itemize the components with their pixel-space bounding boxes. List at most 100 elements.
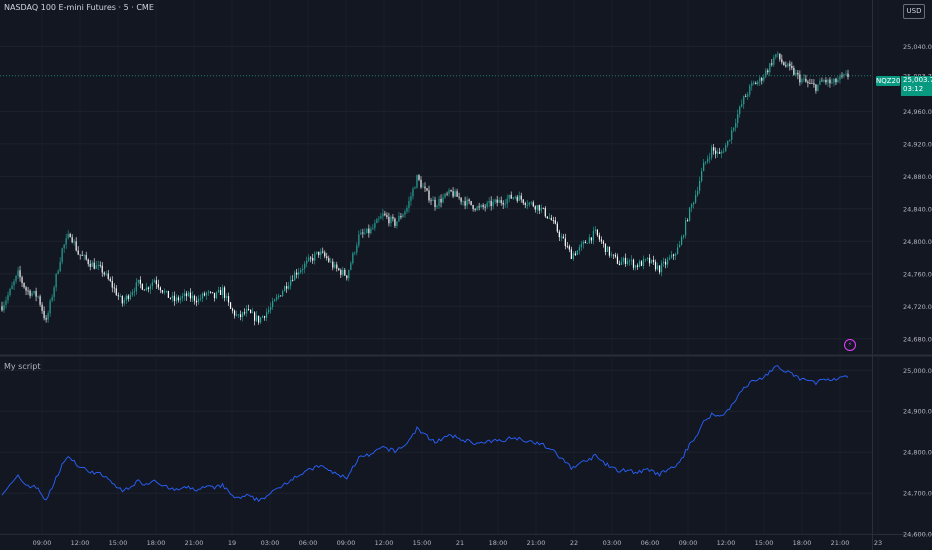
x-tick-label: 18:00 [147, 539, 166, 547]
candle-body [55, 273, 57, 288]
candle-body [480, 205, 482, 208]
candle-body [781, 59, 783, 63]
candle-body [462, 201, 464, 203]
candle-body [606, 246, 609, 252]
candle-body [586, 243, 588, 244]
candle-body [526, 204, 528, 206]
candle-body [707, 158, 709, 162]
candle-body [807, 81, 809, 84]
candle-body [69, 233, 71, 238]
candle-body [89, 263, 91, 267]
candle-body [554, 220, 556, 224]
candle-body [143, 289, 145, 291]
candle-body [141, 283, 143, 290]
currency-button[interactable]: USD [903, 4, 925, 19]
candle-body [679, 244, 681, 248]
candle-body [775, 53, 777, 58]
candle-body [21, 277, 23, 283]
candle-body [276, 297, 278, 300]
candle-body [294, 272, 296, 281]
candle-body [340, 269, 342, 275]
candle-body [67, 233, 69, 239]
candle-body [731, 130, 733, 140]
candle-body [620, 261, 623, 265]
candle-body [382, 213, 384, 217]
candle-body [201, 293, 204, 299]
candle-body [119, 295, 121, 297]
candle-body [223, 287, 226, 298]
candle-body [266, 312, 268, 318]
candle-body [434, 199, 436, 208]
candle-body [11, 285, 13, 290]
candle-body [616, 256, 619, 264]
candle-body [464, 201, 466, 206]
candle-body [137, 279, 139, 283]
candle-body [542, 207, 544, 209]
candle-body [450, 190, 452, 192]
candle-body [135, 282, 137, 292]
candle-body [594, 229, 597, 231]
x-tick-label: 15:00 [413, 539, 432, 547]
candle-body [209, 291, 212, 293]
candle-body [75, 241, 77, 251]
candle-body [380, 216, 382, 219]
candle-body [755, 82, 757, 85]
candle-body [117, 295, 119, 297]
candle-body [670, 254, 673, 258]
candle-body [374, 223, 376, 228]
candle-body [546, 216, 548, 219]
candle-body [336, 264, 338, 269]
candle-body [805, 78, 807, 82]
bar-countdown: 03:12 [903, 85, 924, 93]
candle-body [799, 74, 801, 83]
candle-body [131, 292, 133, 295]
candle-body [474, 209, 476, 210]
x-tick-label: 21:00 [185, 539, 204, 547]
x-tick-label: 03:00 [261, 539, 280, 547]
x-tick-label: 22 [570, 539, 578, 547]
candle-body [721, 151, 723, 154]
candle-body [711, 147, 713, 158]
candle-body [803, 78, 805, 80]
candle-body [161, 290, 163, 293]
candle-body [59, 261, 61, 272]
candle-body [709, 157, 711, 159]
candle-body [779, 53, 781, 60]
candle-body [416, 175, 418, 188]
candle-body [689, 207, 691, 221]
candle-body [274, 299, 276, 302]
candle-body [817, 84, 819, 91]
candle-body [270, 306, 272, 310]
candle-body [654, 261, 657, 270]
candle-body [330, 261, 332, 263]
candle-body [544, 207, 546, 217]
candle-body [452, 191, 454, 197]
candle-body [656, 265, 659, 270]
candle-body [260, 317, 262, 323]
symbol-badge: NQZ2025 [876, 76, 910, 86]
candle-body [121, 295, 123, 304]
candle-body [3, 304, 5, 311]
candle-body [672, 254, 675, 256]
candle-body [765, 70, 767, 77]
x-tick-label: 03:00 [603, 539, 622, 547]
candle-body [829, 79, 831, 84]
candle-body [769, 63, 771, 73]
candle-body [574, 253, 576, 256]
x-tick-label: 21:00 [527, 539, 546, 547]
candle-body [630, 259, 633, 261]
candle-body [516, 196, 518, 201]
candle-body [414, 187, 416, 189]
candle-body [207, 291, 210, 293]
candle-body [245, 308, 248, 314]
candle-body [83, 255, 85, 256]
candle-body [312, 257, 314, 261]
lightning-icon[interactable]: ⚡ [844, 339, 856, 351]
candle-body [815, 84, 817, 91]
candle-body [626, 261, 629, 264]
candle-body [614, 254, 617, 257]
candle-body [63, 244, 65, 249]
candle-body [741, 104, 743, 107]
candle-body [292, 279, 294, 281]
